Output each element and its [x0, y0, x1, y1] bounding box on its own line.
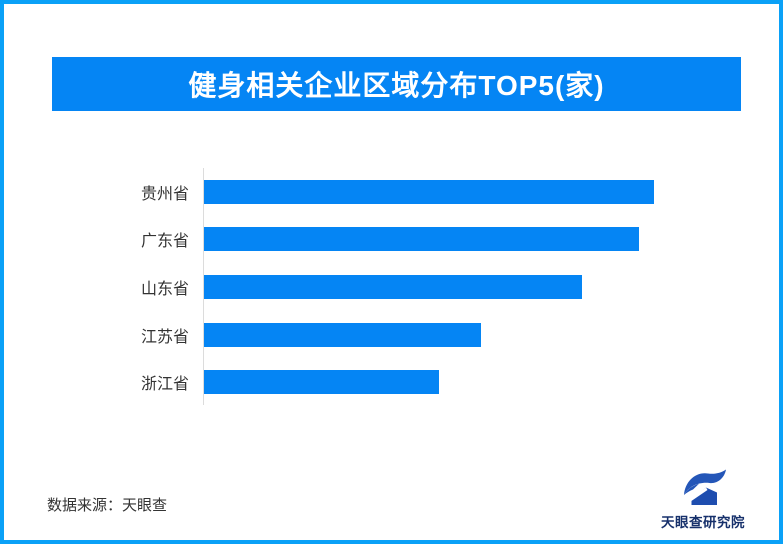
category-label: 广东省: [140, 233, 189, 251]
bar: [204, 227, 640, 252]
bar-row: 江苏省: [64, 311, 764, 359]
bar: [204, 274, 582, 299]
bar-row: 广东省: [64, 216, 764, 264]
data-source-note: 数据来源：天眼查: [47, 497, 168, 514]
bar: [204, 322, 482, 347]
bar-rows: 贵州省广东省山东省江苏省浙江省: [64, 168, 764, 406]
bar: [204, 179, 654, 204]
bar-row: 贵州省: [64, 168, 764, 216]
logo-text: 天眼查研究院: [661, 515, 745, 530]
bar: [204, 370, 439, 395]
category-label: 贵州省: [140, 185, 189, 203]
bar-row: 浙江省: [64, 358, 764, 406]
y-axis-line: [203, 168, 204, 405]
category-label: 浙江省: [140, 376, 189, 394]
chart-title: 健身相关企业区域分布TOP5(家): [188, 70, 605, 101]
bar-row: 山东省: [64, 263, 764, 311]
category-label: 山东省: [140, 280, 189, 298]
title-banner: 健身相关企业区域分布TOP5(家): [52, 57, 741, 111]
tianyancha-logo-icon: [682, 469, 726, 505]
bar-chart: 贵州省广东省山东省江苏省浙江省: [4, 4, 783, 548]
tianyancha-logo: 天眼查研究院: [656, 467, 750, 531]
category-label: 江苏省: [140, 328, 189, 346]
